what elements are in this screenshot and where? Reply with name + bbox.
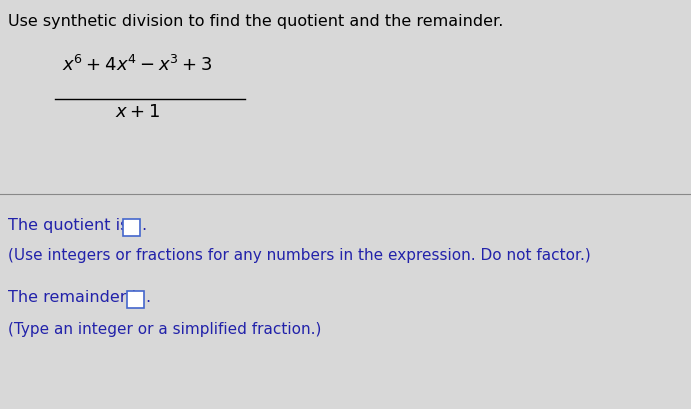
- Text: $x+1$: $x+1$: [115, 103, 160, 121]
- Text: (Use integers or fractions for any numbers in the expression. Do not factor.): (Use integers or fractions for any numbe…: [8, 247, 591, 262]
- Text: Use synthetic division to find the quotient and the remainder.: Use synthetic division to find the quoti…: [8, 14, 503, 29]
- Text: .: .: [141, 218, 146, 232]
- Bar: [127, 291, 144, 308]
- Text: $x^6+4x^4-x^3+3$: $x^6+4x^4-x^3+3$: [62, 55, 212, 75]
- Text: The quotient is: The quotient is: [8, 218, 129, 232]
- Text: (Type an integer or a simplified fraction.): (Type an integer or a simplified fractio…: [8, 321, 321, 336]
- Text: The remainder is: The remainder is: [8, 289, 144, 304]
- Bar: [123, 220, 140, 236]
- Text: .: .: [145, 289, 150, 304]
